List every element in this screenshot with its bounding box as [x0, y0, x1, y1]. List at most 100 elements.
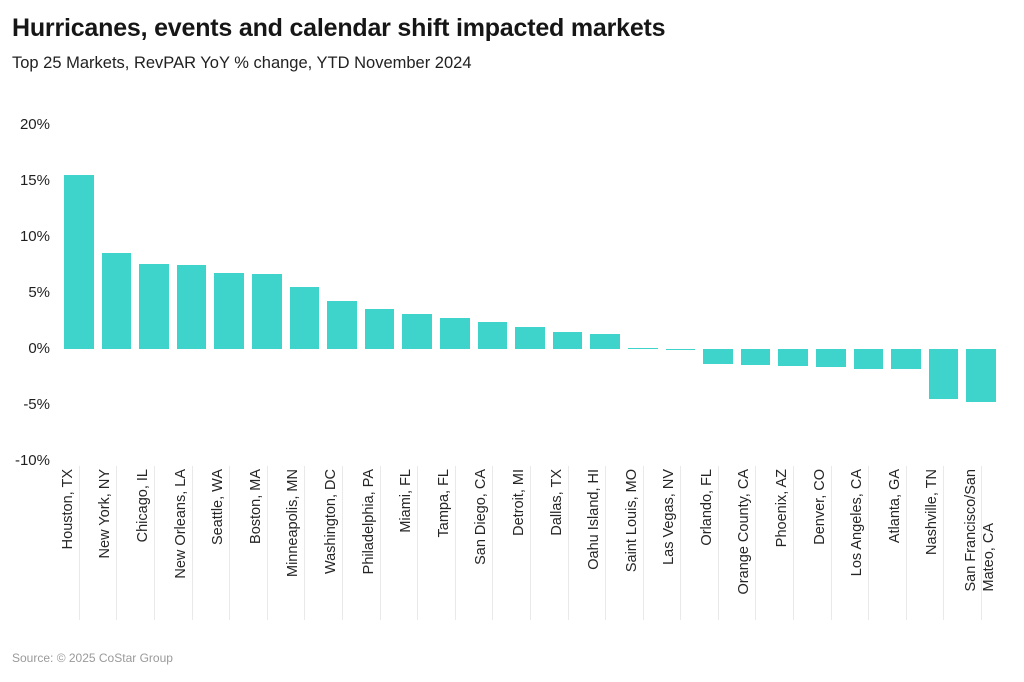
x-axis-label: Tampa, FL [435, 469, 452, 538]
x-axis-label: Chicago, IL [134, 469, 151, 543]
x-axis-category: Denver, CO [812, 465, 850, 622]
x-tick-line [868, 466, 870, 620]
x-tick-line [454, 466, 456, 620]
x-axis-category: Chicago, IL [135, 465, 173, 622]
bar [440, 317, 470, 349]
x-tick-line [191, 466, 193, 620]
bar [64, 175, 94, 349]
x-tick-line [529, 466, 531, 620]
bar [176, 264, 207, 349]
x-axis-label: New Orleans, LA [172, 469, 189, 579]
x-axis-label: Orlando, FL [698, 469, 715, 546]
x-axis-label: Houston, TX [59, 469, 76, 550]
x-axis-category: New York, NY [97, 465, 136, 622]
x-axis-category: Los Angeles, CA [849, 465, 887, 622]
x-axis-label: Seattle, WA [210, 469, 227, 546]
bar [853, 349, 884, 370]
chart-subtitle: Top 25 Markets, RevPAR YoY % change, YTD… [12, 54, 472, 72]
bar [139, 263, 169, 349]
x-axis-category: Seattle, WA [210, 465, 248, 622]
y-axis-tick-label: 15% [19, 171, 50, 189]
x-tick-line [905, 466, 907, 620]
x-tick-line [78, 466, 80, 620]
x-axis-label: Minneapolis, MN [285, 469, 302, 577]
x-tick-line [943, 466, 945, 620]
bar [552, 332, 583, 349]
x-axis-category: Saint Louis, MO [624, 465, 662, 622]
bar [252, 273, 282, 349]
bar [327, 300, 357, 349]
bar [477, 322, 508, 349]
bar [665, 349, 696, 351]
bar [515, 326, 545, 349]
bar [402, 314, 432, 349]
bar [928, 349, 959, 400]
x-axis-label: Washington, DC [322, 469, 339, 575]
x-axis-category: Boston, MA [248, 465, 286, 622]
y-axis-tick-label: -10% [14, 452, 50, 470]
x-tick-line [116, 466, 118, 620]
x-axis-label: Orange County, CA [736, 469, 753, 595]
x-tick-line [266, 466, 268, 620]
x-axis-category: Atlanta, GA [887, 465, 925, 622]
x-axis-label: Atlanta, GA [886, 469, 903, 544]
bar [289, 287, 320, 349]
x-axis-label: Detroit, MI [510, 469, 527, 536]
x-tick-line [492, 466, 494, 620]
y-axis-tick-label: 20% [19, 115, 50, 133]
bar [966, 349, 996, 402]
x-axis-label: Nashville, TN [924, 469, 941, 555]
x-axis-label: Boston, MA [247, 469, 264, 544]
x-axis-label: San Francisco/San Mateo, CA [963, 469, 998, 592]
x-tick-line [830, 466, 832, 620]
x-axis-label: Saint Louis, MO [623, 469, 640, 573]
x-tick-line [379, 466, 381, 620]
x-axis-category: Phoenix, AZ [774, 465, 812, 622]
bar [816, 349, 846, 367]
x-axis-label: New York, NY [97, 469, 114, 559]
x-tick-line [417, 466, 419, 620]
bar [364, 308, 395, 349]
bar [891, 349, 921, 370]
y-axis-tick-label: 0% [28, 340, 50, 357]
x-axis-label: Los Angeles, CA [849, 469, 866, 577]
x-axis-category: Las Vegas, NV [661, 465, 700, 622]
source-attribution: Source: © 2025 CoStar Group [12, 651, 173, 665]
x-axis-label: Miami, FL [398, 469, 415, 533]
y-axis-tick-label: 5% [28, 283, 50, 301]
x-axis-category: San Francisco/San Mateo, CA [962, 465, 1000, 622]
x-axis-label: Las Vegas, NV [661, 469, 678, 565]
bar [740, 349, 771, 365]
x-axis: Houston, TX New York, NY Chicago, IL New Or… [60, 465, 1000, 622]
x-axis-category: Detroit, MI [511, 465, 549, 622]
bar [628, 347, 658, 349]
x-tick-line [981, 466, 983, 620]
x-tick-line [153, 466, 155, 620]
bar [101, 252, 132, 349]
y-axis: 20% 15% 10% 5% 0% -5% -10% [0, 0, 50, 682]
x-axis-category: Nashville, TN [924, 465, 963, 622]
x-axis-category: Orange County, CA [736, 465, 775, 622]
bar [703, 349, 733, 364]
chart-title: Hurricanes, events and calendar shift im… [12, 14, 666, 42]
x-tick-line [755, 466, 757, 620]
x-axis-category: Washington, DC [323, 465, 361, 622]
x-tick-line [304, 466, 306, 620]
x-axis-label: Denver, CO [811, 469, 828, 545]
bar [590, 334, 620, 349]
x-axis-category: Orlando, FL [699, 465, 737, 622]
x-axis-category: Oahu Island, HI [586, 465, 624, 622]
x-axis-category: San Diego, CA [473, 465, 512, 622]
x-axis-category: Tampa, FL [436, 465, 474, 622]
y-axis-tick-label: 10% [19, 227, 50, 245]
x-axis-category: Houston, TX [60, 465, 98, 622]
x-axis-label: Oahu Island, HI [586, 469, 603, 570]
x-axis-category: New Orleans, LA [173, 465, 211, 622]
bar [778, 349, 808, 366]
x-axis-category: Miami, FL [398, 465, 436, 622]
y-axis-tick-label: -5% [23, 396, 50, 414]
x-tick-line [717, 466, 719, 620]
x-axis-label: Phoenix, AZ [774, 469, 791, 548]
bar [214, 272, 244, 349]
